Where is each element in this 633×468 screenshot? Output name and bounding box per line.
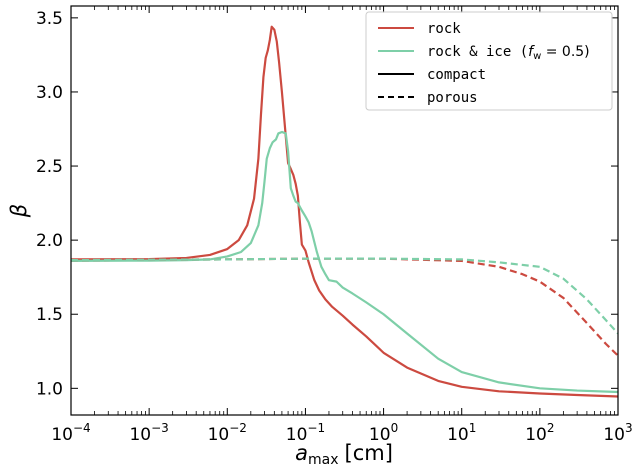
y-tick-label: 2.0 bbox=[36, 231, 63, 251]
legend-rock-ice-math: f bbox=[528, 44, 535, 60]
legend-rock-ice-math-sub: w bbox=[533, 51, 541, 62]
legend-rock-ice-math-rest: = 0.5) bbox=[541, 44, 589, 60]
legend: rock rock & ice (fw = 0.5) compact porou… bbox=[365, 11, 613, 111]
series-line-0-compact bbox=[71, 25, 618, 398]
tick-labels-layer: 10−4 10−3 10−2 10−1 100 101 102 1031.01.52.02.5… bbox=[36, 9, 633, 445]
x-tick-base: 10 bbox=[51, 425, 73, 445]
x-tick-label: 10−2 bbox=[208, 421, 247, 445]
series-layer bbox=[71, 25, 618, 398]
y-tick-label: 3.5 bbox=[36, 9, 63, 29]
x-tick-base: 10 bbox=[286, 425, 308, 445]
legend-label-rock: rock bbox=[427, 21, 461, 37]
legend-label-compact: compact bbox=[427, 67, 486, 83]
y-tick-label: 2.5 bbox=[36, 157, 63, 177]
legend-label-rock-ice: rock & ice (fw = 0.5) bbox=[427, 44, 590, 62]
plot-frame bbox=[70, 5, 619, 416]
x-tick-label: 103 bbox=[603, 421, 632, 445]
x-axis-label: amax [cm] bbox=[295, 441, 393, 468]
x-tick-exponent: −2 bbox=[229, 421, 247, 435]
x-tick-label: 101 bbox=[447, 421, 476, 445]
x-tick-exponent: −3 bbox=[151, 421, 169, 435]
x-tick-base: 10 bbox=[369, 425, 391, 445]
x-tick-base: 10 bbox=[525, 425, 547, 445]
legend-label-porous: porous bbox=[427, 90, 478, 106]
x-tick-exponent: −1 bbox=[307, 421, 325, 435]
series-line-2-porous bbox=[71, 257, 618, 357]
x-tick-base: 10 bbox=[129, 425, 151, 445]
x-tick-exponent: 0 bbox=[391, 421, 399, 435]
x-tick-base: 10 bbox=[208, 425, 230, 445]
y-tick-label: 1.5 bbox=[36, 305, 63, 325]
series-line-1-compact bbox=[71, 130, 618, 394]
legend-rock-ice-prefix: rock & ice ( bbox=[427, 44, 528, 60]
legend-frame bbox=[365, 11, 613, 111]
x-tick-exponent: −4 bbox=[73, 421, 91, 435]
x-tick-exponent: 1 bbox=[469, 421, 477, 435]
x-tick-label: 10−1 bbox=[286, 421, 325, 445]
y-tick-label: 1.0 bbox=[36, 379, 63, 399]
x-axis-label-sub: max bbox=[308, 452, 339, 468]
series-line-3-porous bbox=[71, 257, 618, 335]
x-tick-label: 10−3 bbox=[129, 421, 168, 445]
x-tick-label: 100 bbox=[369, 421, 398, 445]
x-tick-label: 102 bbox=[525, 421, 554, 445]
x-tick-base: 10 bbox=[603, 425, 625, 445]
y-axis-label: β bbox=[7, 204, 31, 218]
x-axis-label-unit: [cm] bbox=[345, 441, 393, 465]
x-tick-exponent: 3 bbox=[625, 421, 633, 435]
x-axis-label-main: a bbox=[295, 441, 308, 465]
x-tick-base: 10 bbox=[447, 425, 469, 445]
x-tick-label: 10−4 bbox=[51, 421, 90, 445]
y-tick-label: 3.0 bbox=[36, 83, 63, 103]
x-tick-exponent: 2 bbox=[547, 421, 555, 435]
